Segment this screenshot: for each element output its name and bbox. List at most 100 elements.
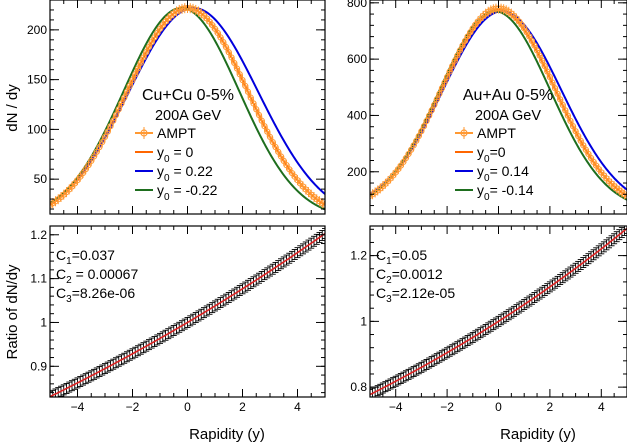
data-point [264,126,271,137]
data-point [242,80,249,91]
data-point [451,55,458,66]
legend-entry: y0 = -0.22 [135,182,218,203]
legend-subtitle: 200A GeV [155,108,221,124]
y-tick-label: 1.1 [30,272,47,286]
coefficient-label: C3=2.12e-05 [376,285,455,305]
data-point [541,61,548,72]
data-point [559,99,566,110]
coefficient-label: C2=0.0012 [376,266,443,286]
data-point [557,94,564,105]
y-tick-label: 0.9 [30,359,47,373]
data-point [115,104,122,115]
coefficient-label: C3=8.26e-06 [56,285,135,305]
legend-entry: y0 = 0.22 [135,163,213,184]
legend-subtitle: 200A GeV [475,108,541,124]
data-point [441,77,448,88]
x-tick-label: 0 [184,400,191,414]
data-point [420,121,428,132]
coefficient-label: C2 = 0.00067 [56,266,138,286]
data-point [250,98,257,109]
svg-text:AMPT: AMPT [157,125,196,141]
y-tick-label: 150 [27,73,47,87]
data-point [253,104,260,115]
data-point [428,105,435,116]
svg-text:y0=0: y0=0 [477,144,506,165]
y-tick-label: 100 [27,122,47,136]
data-point [426,110,433,121]
x-axis-label: Rapidity (y) [500,426,576,443]
data-point [231,57,238,68]
x-tick-label: 2 [547,400,554,414]
legend-entry: y0= 0.14 [455,163,529,184]
data-point [449,61,456,72]
data-point [567,115,574,126]
panel-top-left: 50 100 150 200 dN / dy Cu+Cu 0-5% 200A GeVAM… [4,0,326,215]
data-point [123,86,131,97]
data-point [554,88,561,99]
x-axis-label: Rapidity (y) [189,426,265,443]
data-point [107,121,114,132]
data-point [244,86,252,97]
legend-entry: AMPT [455,125,516,141]
x-tick-label: −4 [389,400,403,414]
data-point [266,131,274,142]
x-tick-label: −2 [440,400,454,414]
coefficient-label: C1=0.037 [56,247,115,267]
data-point [562,105,569,116]
data-point [134,63,142,74]
data-point [322,228,325,239]
legend-title: Cu+Cu 0-5% [142,87,234,104]
fit-line [370,227,627,396]
data-point [140,52,147,63]
fit-line [50,232,325,397]
data-point [239,75,246,86]
data-point [233,63,241,74]
data-point [110,115,117,126]
data-point [438,83,446,94]
data-point [225,47,232,58]
x-tick-label: −4 [71,400,85,414]
data-point [433,94,440,105]
svg-text:y0= -0.14: y0= -0.14 [477,182,534,203]
data-point [104,126,111,137]
data-point [269,137,276,148]
data-point [101,131,109,142]
data-point [564,110,571,121]
data-point [446,66,453,77]
x-tick-label: 4 [598,400,605,414]
y-tick-label: 200 [347,165,367,179]
data-point [551,83,559,94]
data-point [258,115,265,126]
svg-text:AMPT: AMPT [477,125,516,141]
svg-text:y0= 0.14: y0= 0.14 [477,163,529,184]
y-tick-label: 1 [40,315,47,329]
x-tick-label: 2 [239,400,246,414]
x-tick-label: −2 [126,400,140,414]
data-point [118,98,125,109]
data-point [536,50,543,61]
data-point [370,389,373,397]
data-point [423,115,430,126]
data-point [126,80,133,91]
data-point [222,42,230,53]
x-tick-label: 4 [294,400,301,414]
legend-title: Au+Au 0-5% [463,87,553,104]
data-point [255,110,263,121]
data-point [624,226,627,234]
y-tick-label: 50 [34,172,48,186]
data-point [228,52,235,63]
data-point [129,75,136,86]
data-point [431,99,438,110]
data-point [99,137,106,148]
y-tick-label: 1.2 [30,228,47,242]
data-point [444,72,451,83]
data-point [546,72,554,83]
y-tick-label: 600 [347,52,367,66]
legend-entry: y0= -0.14 [455,182,534,203]
y-tick-label: 0.8 [350,380,367,394]
data-point [261,121,268,132]
